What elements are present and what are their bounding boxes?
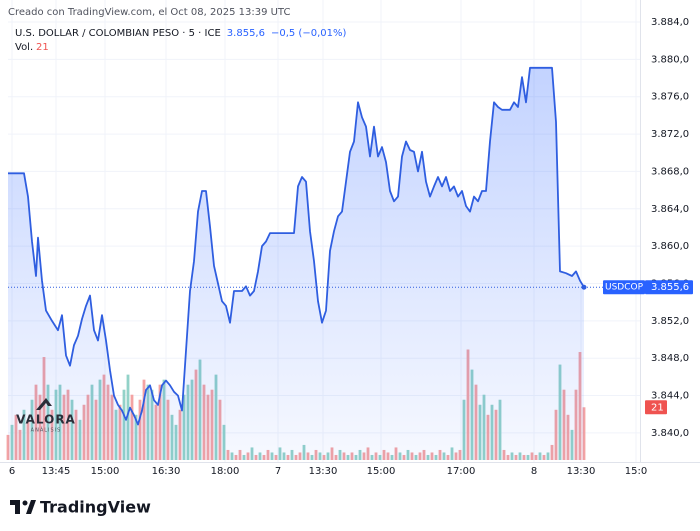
volume-value: 21 — [36, 42, 49, 53]
x-tick-label: 7 — [275, 466, 281, 477]
last-point — [581, 284, 587, 290]
axes: 3.884,0 3.880,0 3.876,0 3.872,0 3.868,0 3.864… — [9, 17, 693, 477]
price-label: 3.855,6 — [651, 282, 689, 293]
symbol-label: USDCOP — [605, 283, 644, 293]
x-tick-label: 16:30 — [152, 466, 181, 477]
y-tick-label: 3.880,0 — [651, 54, 689, 65]
area — [8, 67, 584, 461]
y-tick-label: 3.864,0 — [651, 204, 689, 215]
watermark-logo — [36, 398, 52, 410]
x-tick-label: 13:45 — [42, 466, 71, 477]
price-box — [645, 280, 693, 295]
y-tick-label: 3.868,0 — [651, 166, 689, 177]
x-tick-label: 13:30 — [309, 466, 338, 477]
footer-logo-dot — [22, 500, 28, 506]
x-tick-label: 15:0 — [625, 466, 647, 477]
y-tick-label: 3.860,0 — [651, 241, 689, 252]
plot — [8, 66, 640, 461]
footer-text: TradingView — [40, 498, 151, 517]
watermark-subtitle: ANÁLISIS — [31, 427, 62, 434]
header-change: −0,5 (−0,01%) — [271, 28, 347, 39]
y-tick-label: 3.872,0 — [651, 129, 689, 140]
volume-tag: 21 — [651, 402, 664, 413]
credit: Creado con TradingView.com, el Oct 08, 2… — [8, 7, 290, 18]
volume-label: Vol. — [15, 42, 33, 53]
line — [8, 66, 585, 426]
x-tick-label: 18:00 — [211, 466, 240, 477]
footer: TradingView — [10, 498, 151, 517]
y-tick-label: 3.876,0 — [651, 92, 689, 103]
x-tick-label: 15:00 — [367, 466, 396, 477]
y-tick-label: 3.840,0 — [651, 428, 689, 439]
x-tick-label: 17:00 — [447, 466, 476, 477]
header-price: 3.855,6 — [227, 28, 265, 39]
y-tick-label: 3.848,0 — [651, 353, 689, 364]
volume-box — [645, 400, 667, 415]
symbol-box — [603, 280, 645, 295]
watermark: VALORA ANÁLISIS — [16, 398, 76, 434]
y-tick-label: 3.844,0 — [651, 391, 689, 402]
x-tick-label: 15:00 — [91, 466, 120, 477]
x-tick-label: 13:30 — [567, 466, 596, 477]
x-tick-label: 8 — [531, 466, 537, 477]
x-tick-label: 6 — [9, 466, 15, 477]
chart-title: U.S. DOLLAR / COLOMBIAN PESO · 5 · ICE — [15, 28, 221, 39]
y-tick-label: 3.852,0 — [651, 316, 689, 327]
y-tick-label: 3.884,0 — [651, 17, 689, 28]
watermark-title: VALORA — [16, 413, 76, 427]
footer-logo — [10, 500, 36, 514]
